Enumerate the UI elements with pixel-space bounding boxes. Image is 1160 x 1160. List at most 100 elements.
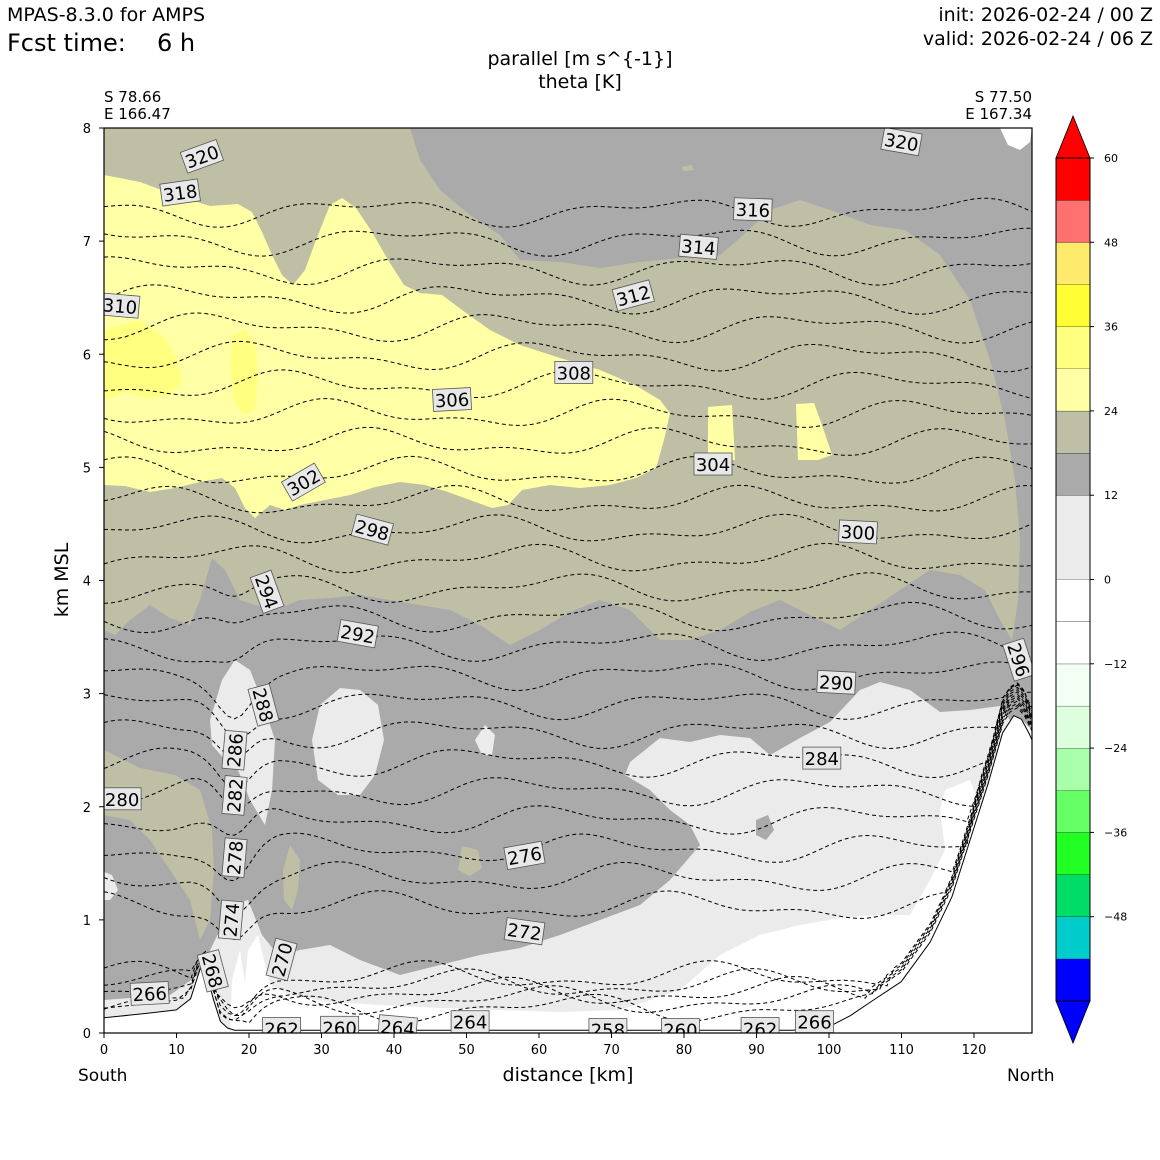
theta-contour-298 xyxy=(104,513,1032,544)
theta-contour-label: 306 xyxy=(432,387,472,413)
x-tick-label: 10 xyxy=(168,1043,185,1058)
y-tick-label: 4 xyxy=(83,575,91,590)
x-tick-label: 100 xyxy=(817,1043,842,1058)
contour-label-box xyxy=(880,128,923,157)
theta-contour-316 xyxy=(104,256,1032,286)
wind-fill-0-6-topright xyxy=(1000,128,1032,150)
right-endpoint-lon: E 167.34 xyxy=(965,105,1032,123)
contour-label-value: 274 xyxy=(220,902,244,938)
theta-contour-labels: 320 3203183163143123103083063043023002982… xyxy=(104,128,1032,1042)
theta-contour-296 xyxy=(104,542,1032,574)
wind-fill-18-24-small-b xyxy=(458,846,482,876)
y-axis: 0 1 2 3 4 5 6 7 8 xyxy=(83,122,104,1042)
contour-label-box xyxy=(159,178,201,207)
colorbar-tick-label: 36 xyxy=(1104,321,1118,334)
wind-fill-0-6-lower xyxy=(240,720,1032,1033)
fcst-time-label: Fcst time: xyxy=(7,29,126,57)
theta-contour-286 xyxy=(104,683,1032,739)
right-endpoint-lat: S 77.50 xyxy=(974,88,1032,106)
contour-label-value: 260 xyxy=(663,1021,697,1042)
theta-contour-302 xyxy=(104,455,1032,484)
colorbar-segment xyxy=(1056,158,1090,201)
y-tick-label: 0 xyxy=(83,1027,91,1042)
x-tick-label: 0 xyxy=(100,1043,108,1058)
wind-fill-30-36-mid xyxy=(230,330,258,415)
wind-fill-24-30-patch-b xyxy=(796,403,832,460)
theta-contour-290 xyxy=(104,631,1032,663)
contour-label-value: 278 xyxy=(224,840,248,876)
contour-label-value: 318 xyxy=(162,181,199,207)
colorbar-tick-label: −48 xyxy=(1104,911,1127,924)
colorbar-tick-label: −12 xyxy=(1104,658,1127,671)
colorbar-tick-label: 0 xyxy=(1104,574,1111,587)
y-tick-label: 8 xyxy=(83,122,91,137)
colorbar-tick-label: −36 xyxy=(1104,826,1127,839)
theta-contour-label: 274 xyxy=(217,899,244,941)
contour-label-value: 266 xyxy=(132,984,167,1007)
contour-label-value: 262 xyxy=(743,1020,777,1041)
contour-label-box xyxy=(733,197,773,222)
colorbar-extend-high xyxy=(1055,114,1091,159)
contour-label-box xyxy=(802,746,842,770)
theta-contour-282 xyxy=(104,684,1032,790)
y-tick-label: 6 xyxy=(83,348,91,363)
colorbar-tick-label: 12 xyxy=(1104,489,1118,502)
contour-label-value: 260 xyxy=(322,1018,356,1039)
contour-label-value: 264 xyxy=(453,1013,487,1034)
contour-label-value: 300 xyxy=(840,522,875,545)
x-axis: 0 10 20 30 40 50 60 70 80 90 100 110 120 xyxy=(100,1033,986,1058)
contour-label-value: 284 xyxy=(805,749,839,770)
colorbar-segment xyxy=(1056,832,1090,875)
contour-label-box xyxy=(249,569,285,614)
colorbar-segment xyxy=(1056,874,1090,917)
contour-label-box xyxy=(104,787,142,811)
contour-label-box xyxy=(217,899,244,941)
theta-contour-label: 258 xyxy=(588,1018,628,1042)
x-tick-label: 30 xyxy=(313,1043,330,1058)
y-tick-label: 3 xyxy=(83,688,91,703)
contour-label-box xyxy=(221,775,248,816)
colorbar-segment xyxy=(1056,916,1090,959)
theta-contour-268 xyxy=(104,700,1032,1017)
contour-label-box xyxy=(678,233,719,260)
colorbar-segment xyxy=(1056,453,1090,496)
x-tick-label: 50 xyxy=(458,1043,475,1058)
theta-contour-label: 314 xyxy=(678,233,719,260)
theta-contour-label: 268 xyxy=(197,949,229,993)
contour-label-value: 314 xyxy=(680,236,716,260)
theta-contour-318 xyxy=(104,227,1032,257)
colorbar-segment xyxy=(1056,242,1090,285)
contour-label-value: 264 xyxy=(379,1017,415,1041)
contour-label-value: 306 xyxy=(434,390,469,413)
chart-title-line-2: theta [K] xyxy=(538,71,622,93)
contour-label-box xyxy=(740,1017,780,1033)
x-tick-label: 40 xyxy=(386,1043,403,1058)
contour-label-box xyxy=(503,840,546,870)
left-endpoint-lat: S 78.66 xyxy=(104,88,162,106)
y-tick-label: 1 xyxy=(83,914,91,929)
contour-label-value: 280 xyxy=(105,790,139,811)
theta-contour-304 xyxy=(104,426,1032,456)
theta-contour-label: 266 xyxy=(795,1010,834,1033)
theta-contour-label: 280 xyxy=(104,787,142,811)
south-label: South xyxy=(78,1066,128,1086)
contour-label-box xyxy=(221,837,248,879)
contour-label-value: 258 xyxy=(591,1021,625,1042)
theta-contour-label: 300 xyxy=(838,519,878,545)
y-tick-label: 7 xyxy=(83,235,91,250)
contour-label-box xyxy=(611,279,655,312)
valid-time: valid: 2026-02-24 / 06 Z xyxy=(922,28,1153,50)
wind-fill-layer: 320 3203183163143123103083063043023002982… xyxy=(104,128,1032,1042)
colorbar-segment xyxy=(1056,368,1090,411)
left-endpoint-lon: E 166.47 xyxy=(104,105,171,123)
theta-contour-280 xyxy=(104,686,1032,809)
contour-label-box xyxy=(262,1017,302,1033)
theta-contour-312 xyxy=(104,312,1032,344)
contour-label-box xyxy=(129,981,170,1006)
contour-label-box xyxy=(838,519,878,545)
colorbar-segment xyxy=(1056,705,1090,749)
contour-label-box xyxy=(377,1014,418,1033)
colorbar-extend-low xyxy=(1055,1000,1091,1045)
terrain-mask xyxy=(104,716,1032,1033)
contour-label-value: 316 xyxy=(735,200,770,222)
